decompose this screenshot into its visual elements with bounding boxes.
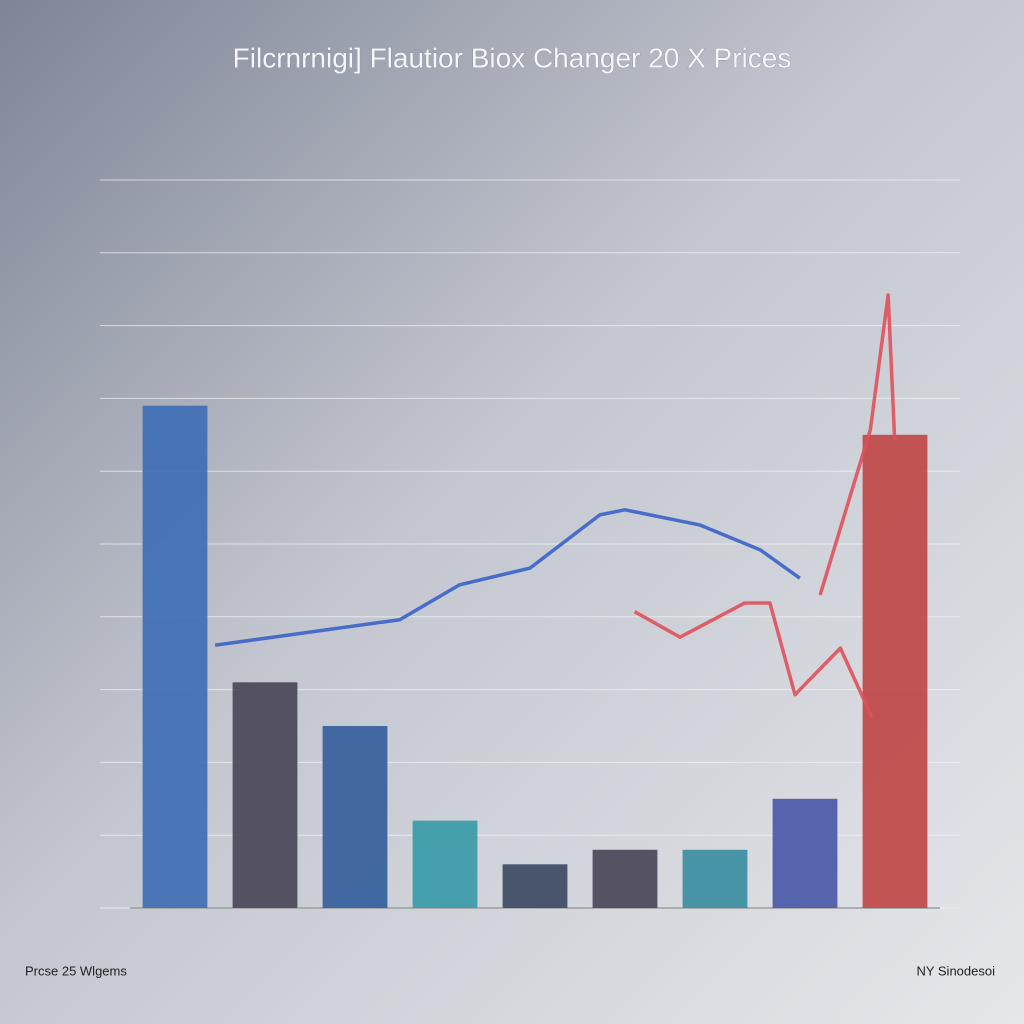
line-series xyxy=(214,508,801,647)
bar xyxy=(682,849,748,908)
bar xyxy=(232,682,298,908)
bar xyxy=(862,434,928,908)
chart-title: Filcrnrnigi] Flautior Biox Changer 20 X … xyxy=(233,42,792,73)
bar xyxy=(322,726,388,908)
bar xyxy=(502,864,568,908)
bar xyxy=(592,849,658,908)
line-series xyxy=(633,293,897,718)
footer-left: Prcse 25 Wlgems xyxy=(25,963,127,978)
bar xyxy=(772,798,838,908)
bar xyxy=(142,405,208,908)
footer-right: NY Sinodesoi xyxy=(916,963,995,978)
bar xyxy=(412,820,478,908)
